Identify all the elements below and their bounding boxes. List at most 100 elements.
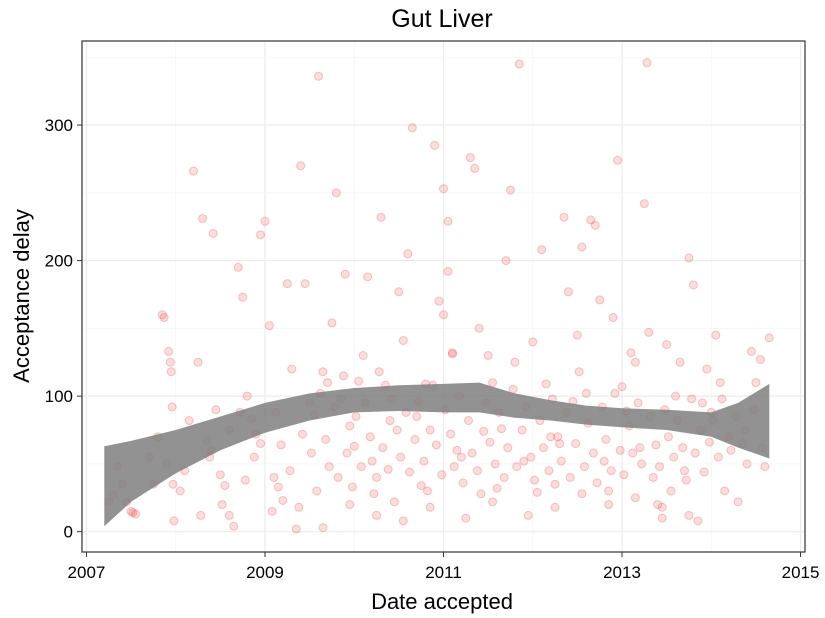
data-point (472, 466, 482, 476)
data-point (648, 472, 658, 482)
data-point (681, 475, 691, 485)
data-point (196, 510, 206, 520)
data-point (287, 364, 297, 374)
data-point (314, 71, 324, 81)
data-point (715, 378, 725, 388)
data-point (168, 479, 178, 489)
data-point (351, 411, 361, 421)
data-point (249, 452, 259, 462)
data-point (300, 279, 310, 289)
data-point (675, 357, 685, 367)
data-point (443, 216, 453, 226)
data-point (322, 378, 332, 388)
data-point (523, 510, 533, 520)
data-point (572, 330, 582, 340)
data-point (651, 440, 661, 450)
data-point (604, 500, 614, 510)
data-point (505, 185, 515, 195)
data-point (746, 346, 756, 356)
data-point (297, 429, 307, 439)
data-point (215, 470, 225, 480)
data-point (702, 364, 712, 374)
data-point (419, 456, 429, 466)
data-point (166, 367, 176, 377)
data-point (657, 502, 667, 512)
y-tick-label: 200 (45, 252, 73, 271)
data-point (479, 426, 489, 436)
x-axis-title: Date accepted (371, 589, 513, 614)
data-point (608, 313, 618, 323)
data-point (443, 266, 453, 276)
data-point (345, 421, 355, 431)
data-point (610, 388, 620, 398)
data-point (693, 516, 703, 526)
data-point (503, 443, 513, 453)
data-point (690, 448, 700, 458)
data-point (633, 398, 643, 408)
data-point (208, 228, 218, 238)
y-tick-label: 100 (45, 387, 73, 406)
data-point (217, 500, 227, 510)
data-point (485, 437, 495, 447)
data-point (655, 462, 665, 472)
data-point (447, 348, 457, 358)
data-point (544, 466, 554, 476)
data-point (630, 357, 640, 367)
data-point (410, 434, 420, 444)
data-point (717, 394, 727, 404)
data-point (510, 357, 520, 367)
data-point (586, 215, 596, 225)
data-point (434, 296, 444, 306)
data-point (663, 432, 673, 442)
data-point (398, 336, 408, 346)
data-point (555, 439, 565, 449)
chart-title: Gut Liver (391, 5, 492, 33)
data-point (637, 459, 647, 469)
data-point (354, 376, 364, 386)
data-point (514, 59, 524, 69)
data-point (229, 521, 239, 531)
data-point (126, 506, 136, 516)
data-point (131, 509, 141, 519)
data-point (742, 459, 752, 469)
data-point (581, 388, 591, 398)
data-point (666, 486, 676, 496)
data-point (592, 478, 602, 488)
data-point (604, 486, 614, 496)
data-point (699, 467, 709, 477)
data-point (321, 434, 331, 444)
data-point (458, 478, 468, 488)
data-point (751, 378, 761, 388)
data-point (264, 321, 274, 331)
data-point (470, 163, 480, 173)
data-point (339, 371, 349, 381)
data-point (385, 416, 395, 426)
data-point (711, 330, 721, 340)
data-point (276, 440, 286, 450)
data-point (267, 506, 277, 516)
data-point (372, 472, 382, 482)
data-points (104, 58, 774, 534)
data-point (198, 214, 207, 224)
data-point (577, 489, 587, 499)
data-point (430, 140, 440, 150)
data-point (726, 445, 736, 455)
data-point (394, 287, 404, 297)
grid-lines (82, 41, 805, 552)
data-point (720, 486, 730, 496)
data-point (499, 472, 509, 482)
data-point (571, 439, 581, 449)
data-point (565, 472, 575, 482)
data-point (474, 323, 484, 333)
data-point (396, 452, 406, 462)
data-point (324, 462, 334, 472)
data-point (467, 448, 477, 458)
data-point (512, 462, 522, 472)
data-point (358, 350, 368, 360)
data-point (538, 443, 548, 453)
data-point (669, 452, 679, 462)
data-point (628, 448, 638, 458)
data-point (389, 497, 399, 507)
data-point (425, 502, 435, 512)
data-point (601, 434, 611, 444)
